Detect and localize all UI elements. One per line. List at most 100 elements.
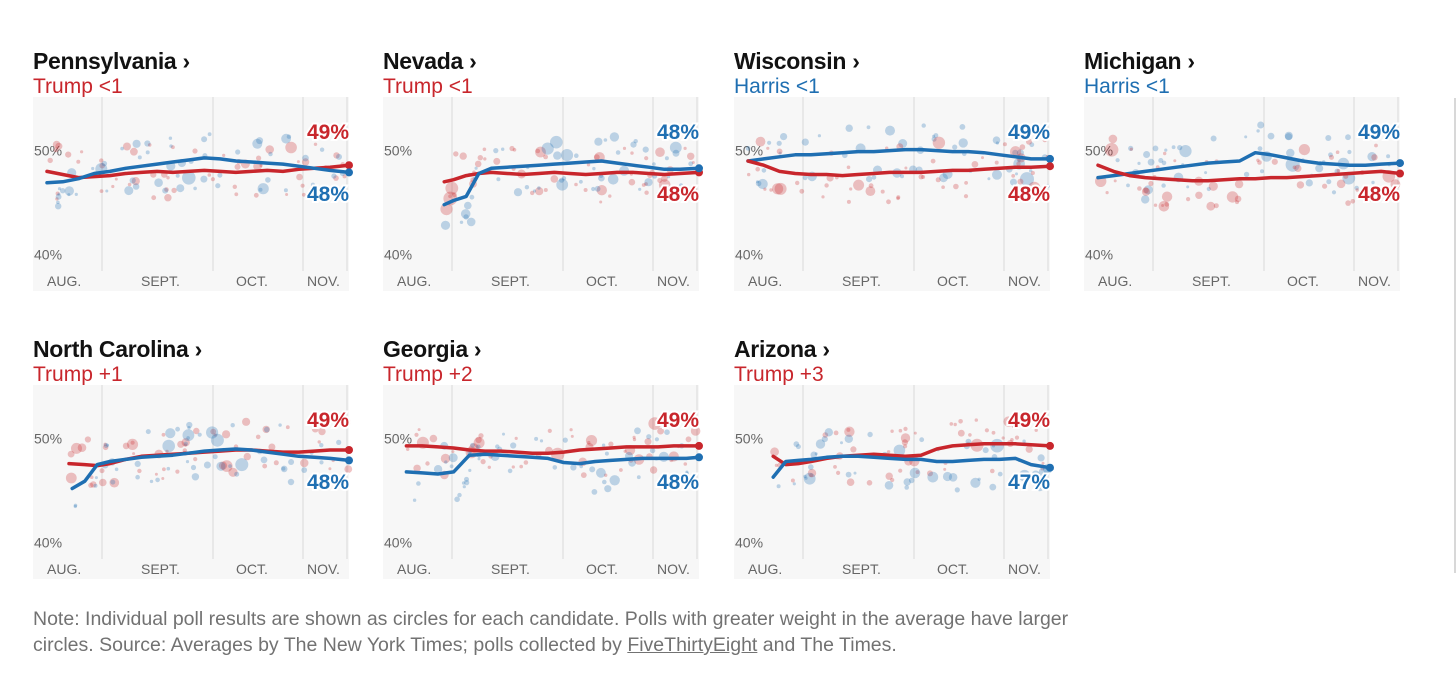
poll-circle [850, 446, 857, 453]
poll-circle [871, 175, 877, 180]
poll-circle [73, 504, 77, 509]
poll-circle [1235, 200, 1239, 205]
poll-circle [1164, 201, 1170, 207]
poll-circle [840, 441, 843, 445]
poll-circle [52, 140, 61, 149]
poll-circle [149, 479, 154, 484]
poll-circle [285, 425, 290, 430]
poll-circle [155, 477, 160, 483]
poll-circle [175, 426, 181, 432]
x-tick-label: SEPT. [141, 561, 180, 577]
state-title[interactable]: Arizona › [734, 336, 830, 362]
fivethirtyeight-link[interactable]: FiveThirtyEight [627, 634, 758, 656]
poll-circle [101, 160, 108, 167]
y-tick-label: 50% [1085, 143, 1113, 159]
poll-circle [258, 187, 263, 192]
poll-circle [56, 200, 60, 205]
scrollbar[interactable] [1454, 98, 1456, 573]
leader-margin: Harris <1 [734, 75, 820, 98]
average-line-harris [442, 159, 701, 207]
poll-circle [459, 152, 467, 160]
poll-circle [552, 465, 558, 470]
poll-circle [228, 464, 233, 468]
poll-circle [130, 147, 138, 156]
poll-circle [1322, 183, 1328, 189]
poll-circle [657, 178, 663, 183]
poll-circle [559, 177, 565, 183]
poll-circle [331, 173, 337, 179]
poll-circle [642, 146, 649, 153]
poll-circle [513, 188, 523, 197]
poll-circle [1335, 150, 1340, 154]
poll-circle [449, 464, 454, 469]
poll-circle [1113, 179, 1117, 183]
y-tick-label: 50% [34, 431, 62, 447]
x-tick-label: OCT. [586, 273, 618, 289]
endpoint-dot [695, 453, 703, 462]
state-title[interactable]: Nevada › [383, 48, 477, 74]
poll-circle [135, 474, 140, 480]
poll-circle [131, 177, 140, 186]
poll-circle [849, 187, 853, 191]
poll-circle [268, 151, 273, 157]
panel-arizona: Arizona › Trump +3 50% 40% AUG. SEPT. OCT. NO… [734, 336, 1064, 596]
endpoint-dot [1046, 162, 1054, 171]
poll-circle [193, 186, 197, 191]
poll-circle [767, 140, 772, 145]
poll-circle [47, 157, 53, 164]
poll-circle [1143, 185, 1153, 195]
poll-circle [691, 161, 695, 164]
poll-circle [473, 437, 485, 449]
poll-circle [342, 174, 347, 179]
y-tick-label: 50% [384, 143, 412, 159]
poll-circle [1325, 135, 1332, 141]
poll-circle [890, 477, 895, 483]
poll-circle [80, 150, 84, 154]
poll-circle [1234, 179, 1244, 189]
poll-circle [898, 468, 903, 473]
poll-circle [185, 460, 190, 464]
poll-circle [1386, 154, 1391, 159]
state-title[interactable]: Wisconsin › [734, 48, 860, 74]
poll-circle [281, 133, 291, 144]
poll-circle [262, 463, 268, 469]
poll-circle [1128, 145, 1134, 151]
state-title[interactable]: Michigan › [1084, 48, 1195, 74]
endpoint-dot [695, 164, 703, 173]
poll-circle [846, 165, 851, 170]
poll-circle [763, 187, 767, 191]
poll-circle [846, 199, 851, 204]
poll-circle [596, 467, 606, 478]
poll-circle [684, 471, 689, 476]
state-title[interactable]: Georgia › [383, 336, 482, 362]
poll-circle [654, 437, 659, 442]
poll-circle [287, 478, 295, 486]
poll-circle [132, 452, 136, 456]
poll-circle [1260, 169, 1264, 174]
poll-circle [1141, 195, 1150, 204]
poll-circle [1030, 171, 1035, 175]
poll-circle [218, 461, 228, 470]
state-title[interactable]: Pennsylvania › [33, 48, 190, 74]
poll-circle [541, 142, 554, 155]
average-line-harris [404, 452, 701, 476]
poll-circle [1126, 183, 1130, 188]
poll-circle [1345, 200, 1351, 206]
poll-circle [200, 175, 208, 183]
poll-circle [1234, 195, 1242, 203]
poll-circle [1284, 131, 1293, 140]
poll-circle [694, 187, 697, 191]
poll-circle [900, 174, 904, 179]
poll-circle [803, 474, 807, 479]
poll-circle [1041, 461, 1045, 465]
poll-circle [1161, 204, 1165, 207]
poll-circle [644, 190, 649, 195]
state-title[interactable]: North Carolina › [33, 336, 202, 362]
poll-circle [687, 152, 695, 160]
poll-circle [259, 163, 263, 168]
poll-circle [235, 458, 249, 472]
poll-circle [448, 453, 458, 463]
poll-circle [964, 181, 968, 185]
plot-background [33, 97, 349, 291]
poll-circle [865, 186, 876, 196]
